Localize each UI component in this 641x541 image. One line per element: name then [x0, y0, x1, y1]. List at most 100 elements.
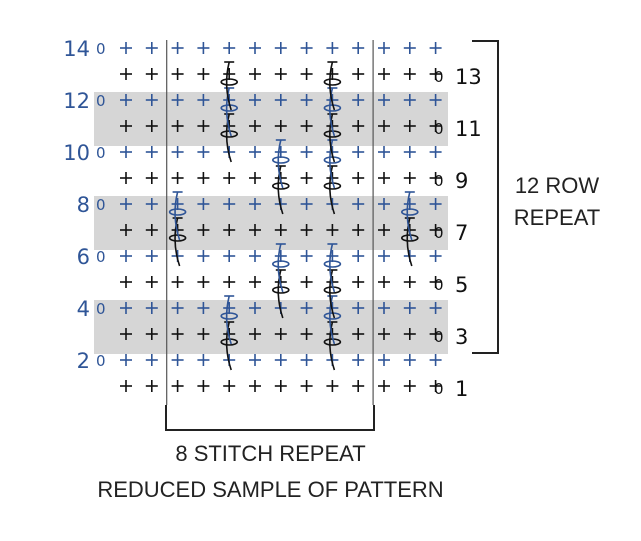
stitch-r5-s1: [120, 276, 132, 288]
stitch-r11-s10: [352, 120, 365, 132]
stitch-r13-s3: [171, 68, 184, 80]
stitch-r5-s10: [352, 276, 365, 288]
stitch-r4-s10: [352, 302, 365, 314]
stitch-r10-s10: [352, 146, 365, 158]
stitch-r2-s1: [120, 354, 132, 366]
stitch-r1-s4: [197, 380, 210, 392]
stitch-r4-s6: [249, 302, 261, 314]
stitch-r2-s8: [300, 354, 313, 366]
long-stitch-21: [220, 61, 238, 111]
stitch-r12-s12: [403, 94, 416, 106]
stitch-r4-s1: [120, 302, 132, 314]
stitch-r11-s2: [145, 120, 158, 132]
stitch-r4-s5: [223, 302, 236, 314]
long-stitch-17: [220, 113, 238, 163]
stitch-r7-s4: [197, 224, 210, 236]
stitch-r10-s1: [120, 146, 132, 158]
stitch-r3-s2: [145, 328, 158, 340]
stitch-r14-s12: [403, 42, 416, 54]
stitch-r9-s3: [171, 172, 184, 184]
row-label-10: 10: [63, 141, 90, 165]
stitch-r9-s13: [429, 172, 442, 184]
stitch-r2-s7: [274, 354, 287, 366]
stitch-r11-s6: [249, 120, 261, 132]
long-stitch-15: [271, 139, 290, 189]
stitch-r13-s6: [249, 68, 261, 80]
stitch-repeat-caption: 8 STITCH REPEAT: [175, 441, 366, 466]
stitch-r2-s11: [378, 354, 390, 366]
stitch-r13-s10: [352, 68, 365, 80]
stitch-r12-s13: [429, 94, 442, 106]
stitch-r5-s6: [249, 276, 261, 288]
stitch-r11-s11: [378, 120, 390, 132]
shaded-band-rows-3-4: [94, 300, 448, 354]
stitch-r8-s12: [403, 198, 416, 210]
chain-mark-row-13: 0: [434, 68, 444, 86]
stitch-r3-s11: [378, 328, 390, 340]
row-label-8: 8: [77, 193, 90, 217]
stitch-r3-s4: [197, 328, 210, 340]
stitch-r3-s12: [403, 328, 416, 340]
stitch-r1-s12: [403, 380, 416, 392]
row-label-14: 14: [63, 37, 90, 61]
stitch-r7-s1: [120, 224, 132, 236]
stitch-r4-s8: [300, 302, 313, 314]
stitch-r1-s8: [300, 380, 313, 392]
stitch-r4-s3: [171, 302, 184, 314]
stitch-r12-s1: [120, 94, 132, 106]
stitch-r12-s3: [171, 94, 184, 106]
stitch-r6-s5: [223, 250, 236, 262]
stitch-r3-s1: [120, 328, 132, 340]
stitch-r2-s3: [171, 354, 184, 366]
stitch-r14-s2: [145, 42, 158, 54]
stitch-r7-s7: [274, 224, 287, 236]
stitch-r5-s12: [403, 276, 416, 288]
chain-mark-row-9: 0: [434, 172, 444, 190]
row-repeat-line1: 12 ROW: [514, 173, 600, 198]
stitch-r11-s13: [429, 120, 442, 132]
stitch-r14-s4: [197, 42, 210, 54]
stitch-r7-s13: [429, 224, 442, 236]
stitch-r13-s4: [197, 68, 210, 80]
stitch-r6-s2: [145, 250, 158, 262]
stitch-r9-s8: [300, 172, 313, 184]
stitch-r14-s13: [429, 42, 442, 54]
stitch-r10-s3: [171, 146, 184, 158]
row-repeat-bracket: [472, 40, 499, 354]
stitch-r11-s1: [120, 120, 132, 132]
stitch-r4-s12: [403, 302, 416, 314]
stitch-r8-s13: [429, 198, 442, 210]
stitch-r2-s2: [145, 354, 158, 366]
stitch-r4-s11: [378, 302, 390, 314]
shaded-row-bands: [94, 92, 448, 354]
stitch-r9-s2: [145, 172, 158, 184]
chain-mark-row-4: 0: [96, 300, 106, 318]
row-label-11: 11: [455, 117, 482, 141]
stitch-r13-s7: [274, 68, 287, 80]
row-label-9: 9: [455, 169, 468, 193]
chain-mark-row-10: 0: [96, 144, 106, 162]
chain-mark-row-6: 0: [96, 248, 106, 266]
stitch-r1-s11: [378, 380, 390, 392]
stitch-r14-s5: [223, 42, 236, 54]
stitch-r14-s1: [120, 42, 132, 54]
stitch-r3-s7: [274, 328, 287, 340]
stitch-r8-s6: [249, 198, 261, 210]
stitch-r12-s10: [352, 94, 365, 106]
stitch-r11-s8: [300, 120, 313, 132]
stitch-r4-s2: [145, 302, 158, 314]
stitch-r14-s11: [378, 42, 390, 54]
repeat-brackets: [165, 40, 499, 431]
stitch-r11-s3: [171, 120, 184, 132]
long-stitch-7: [271, 243, 290, 293]
stitch-r8-s10: [352, 198, 365, 210]
stitch-r6-s6: [249, 250, 261, 262]
stitch-r2-s4: [197, 354, 210, 366]
stitch-r2-s13: [429, 354, 442, 366]
stitch-r10-s7: [274, 146, 287, 158]
stitch-r7-s11: [378, 224, 390, 236]
stitch-r12-s8: [300, 94, 313, 106]
stitch-r11-s12: [403, 120, 416, 132]
stitch-r1-s1: [120, 380, 132, 392]
stitch-r7-s2: [145, 224, 158, 236]
